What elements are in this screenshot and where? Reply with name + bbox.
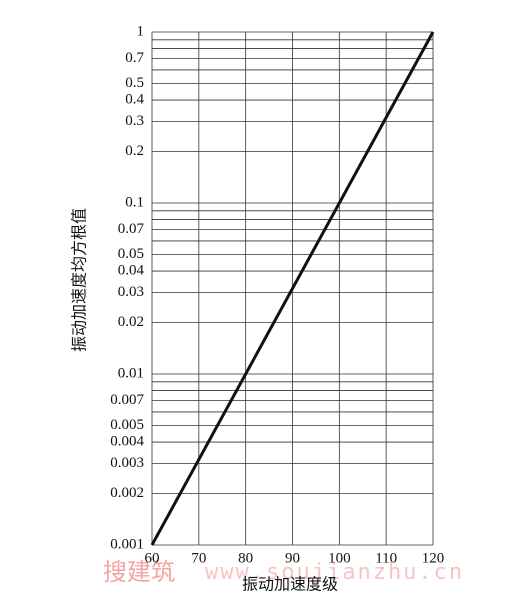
y-tick-label: 0.002 — [110, 485, 144, 501]
y-tick-label: 1 — [137, 23, 145, 39]
y-tick-label: 0.5 — [125, 75, 144, 91]
y-tick-label: 0.7 — [125, 50, 144, 66]
y-tick-label: 0.3 — [125, 113, 144, 129]
y-tick-label: 0.2 — [125, 143, 144, 159]
x-tick-label: 60 — [145, 550, 160, 566]
y-tick-label: 0.007 — [110, 392, 144, 408]
data-line — [150, 31, 435, 546]
y-tick-label: 0.1 — [125, 194, 144, 210]
x-tick-label: 90 — [285, 550, 300, 566]
watermark-brand: 搜建筑 — [103, 558, 175, 586]
y-axis-label: 振动加速度均方根值 — [70, 208, 89, 352]
x-tick-label: 120 — [422, 550, 445, 566]
y-tick-label: 0.01 — [118, 365, 144, 381]
watermark-url: www.soujianzhu.cn — [205, 560, 464, 585]
x-tick-label: 100 — [328, 550, 351, 566]
x-tick-label: 70 — [191, 550, 206, 566]
y-tick-label: 0.003 — [110, 455, 144, 471]
y-tick-label: 0.4 — [125, 91, 144, 107]
y-tick-label: 0.001 — [110, 536, 144, 552]
x-tick-label: 110 — [375, 550, 397, 566]
y-tick-label: 0.07 — [118, 221, 145, 237]
y-tick-label: 0.05 — [118, 246, 144, 262]
y-tick-label: 0.03 — [118, 284, 144, 300]
x-axis-label: 振动加速度级 — [242, 575, 338, 594]
y-tick-label: 0.04 — [118, 262, 145, 278]
y-tick-label: 0.004 — [110, 433, 144, 449]
x-tick-label: 80 — [238, 550, 253, 566]
y-tick-label: 0.02 — [118, 314, 144, 330]
y-tick-label: 0.005 — [110, 417, 144, 433]
